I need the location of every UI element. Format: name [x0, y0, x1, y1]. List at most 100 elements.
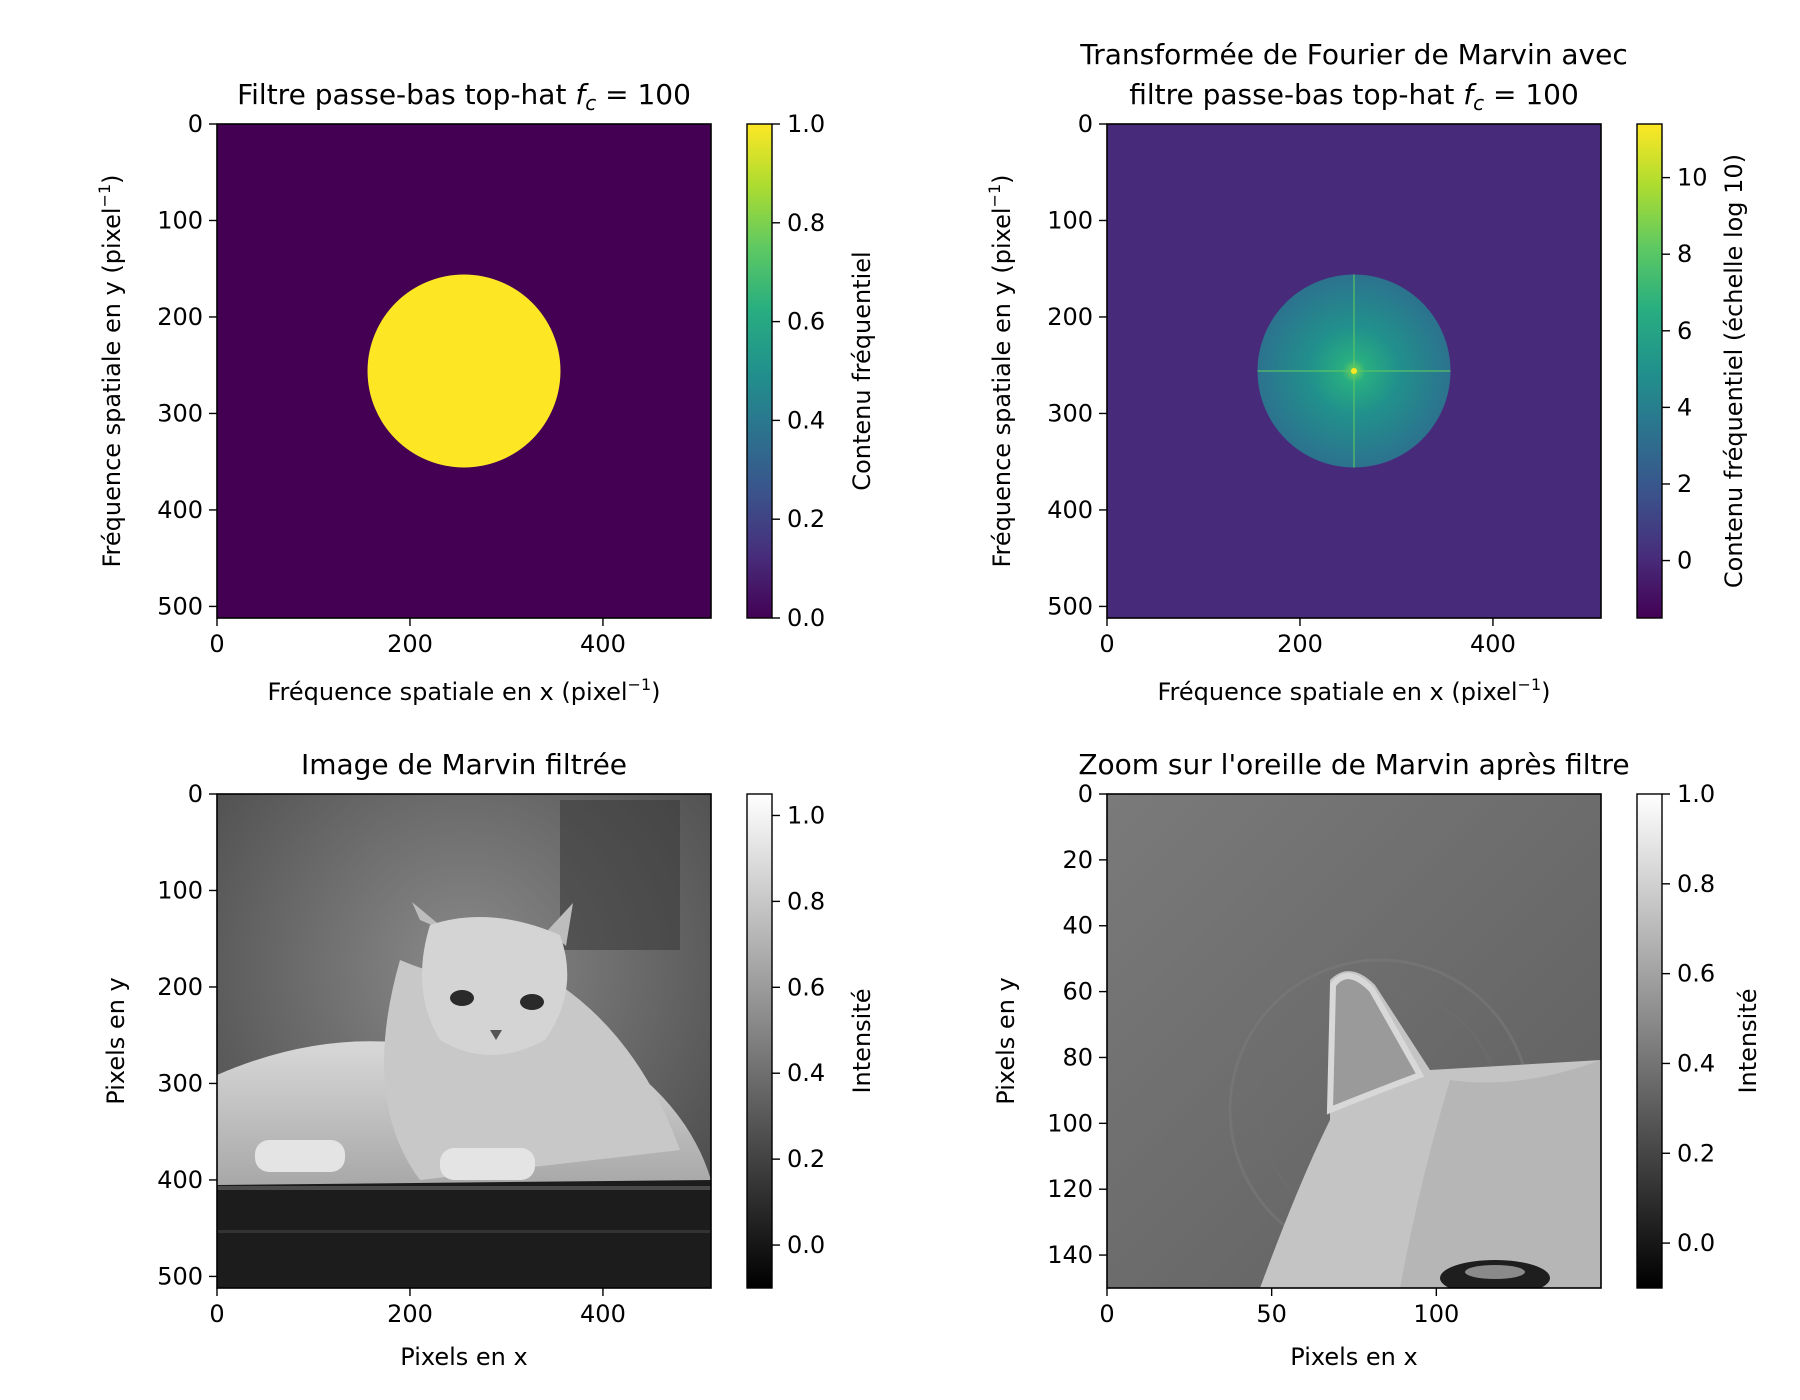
zoom-x-tick-label: 50	[1256, 1300, 1287, 1328]
spectrum-center-peak	[1351, 368, 1357, 374]
filtered-colorbar-tick-label: 0.6	[787, 973, 825, 1001]
filtered-colorbar-ticks: 0.0 0.2 0.4 0.6 0.8 1.0	[772, 801, 825, 1259]
filter-y-tick-label: 0	[188, 110, 203, 138]
spectrum-colorbar-tick-label: 4	[1677, 393, 1692, 421]
filter-x-ticks: 0 200 400	[209, 618, 626, 658]
spectrum-colorbar	[1636, 123, 1663, 619]
zoom-y-tick-label: 100	[1047, 1109, 1093, 1137]
panel-zoom: Zoom sur l'oreille de Marvin après filtr…	[992, 748, 1762, 1371]
spectrum-x-axis-label: Fréquence spatiale en x (pixel−1)	[1157, 675, 1550, 706]
filter-colorbar-ticks: 0.0 0.2 0.4 0.6 0.8 1.0	[772, 110, 825, 632]
filter-y-tick-label: 400	[157, 496, 203, 524]
spectrum-y-tick-label: 500	[1047, 592, 1093, 620]
spectrum-y-tick-label: 200	[1047, 303, 1093, 331]
filtered-colorbar-tick-label: 0.4	[787, 1059, 825, 1087]
filtered-cat-image	[217, 794, 711, 1288]
filter-colorbar-tick-label: 0.6	[787, 308, 825, 336]
zoom-x-ticks: 0 50 100	[1099, 1288, 1459, 1328]
zoom-title: Zoom sur l'oreille de Marvin après filtr…	[1078, 748, 1629, 781]
filtered-x-axis-label: Pixels en x	[400, 1343, 527, 1371]
spectrum-title-line1: Transformée de Fourier de Marvin avec	[1079, 38, 1628, 71]
spectrum-y-tick-label: 400	[1047, 496, 1093, 524]
filtered-colorbar-tick-label: 0.2	[787, 1145, 825, 1173]
filtered-x-ticks: 0 200 400	[209, 1288, 626, 1328]
zoom-y-tick-label: 80	[1062, 1043, 1093, 1071]
filtered-y-tick-label: 300	[157, 1069, 203, 1097]
spectrum-x-tick-label: 400	[1470, 630, 1516, 658]
filter-y-tick-label: 500	[157, 592, 203, 620]
filter-colorbar-tick-label: 0.4	[787, 406, 825, 434]
spectrum-y-ticks: 0 100 200 300 400 500	[1047, 110, 1107, 620]
spectrum-colorbar-label: Contenu fréquentiel (échelle log 10)	[1720, 154, 1748, 588]
spectrum-colorbar-tick-label: 0	[1677, 547, 1692, 575]
filter-colorbar	[746, 123, 773, 619]
panel-filtered: Image de Marvin filtrée 0 200 400 0 100 200 3…	[102, 748, 876, 1371]
filtered-y-axis-label: Pixels en y	[102, 977, 130, 1104]
zoom-x-axis-label: Pixels en x	[1290, 1343, 1417, 1371]
filter-disk	[367, 274, 561, 468]
zoom-colorbar-ticks: 0.0 0.2 0.4 0.6 0.8 1.0	[1662, 780, 1715, 1257]
filtered-y-tick-label: 0	[188, 780, 203, 808]
zoom-ear-image	[1107, 794, 1601, 1288]
zoom-y-tick-label: 60	[1062, 978, 1093, 1006]
filtered-y-tick-label: 200	[157, 973, 203, 1001]
zoom-y-tick-label: 140	[1047, 1241, 1093, 1269]
filtered-x-tick-label: 0	[209, 1300, 224, 1328]
filter-y-ticks: 0 100 200 300 400 500	[157, 110, 217, 620]
spectrum-title-line2: filtre passe-bas top-hat fc = 100	[1129, 78, 1579, 115]
filtered-colorbar-label: Intensité	[848, 988, 876, 1093]
filtered-axes-frame	[216, 793, 712, 1289]
spectrum-y-tick-label: 300	[1047, 399, 1093, 427]
spectrum-axes-frame	[1106, 123, 1602, 619]
zoom-colorbar-label: Intensité	[1734, 988, 1762, 1093]
zoom-colorbar-tick-label: 0.6	[1677, 960, 1715, 988]
zoom-colorbar	[1636, 793, 1663, 1289]
filtered-x-tick-label: 200	[387, 1300, 433, 1328]
zoom-x-tick-label: 0	[1099, 1300, 1114, 1328]
zoom-y-tick-label: 0	[1078, 780, 1093, 808]
spectrum-colorbar-tick-label: 10	[1677, 164, 1708, 192]
zoom-axes-frame	[1106, 793, 1602, 1289]
filter-x-tick-label: 0	[209, 630, 224, 658]
zoom-y-ticks: 0 20 40 60 80 100 120 140	[1047, 780, 1107, 1269]
spectrum-x-tick-label: 200	[1277, 630, 1323, 658]
filtered-colorbar-tick-label: 1.0	[787, 801, 825, 829]
spectrum-y-tick-label: 0	[1078, 110, 1093, 138]
spectrum-colorbar-ticks: 0 2 4 6 8 10	[1662, 164, 1708, 575]
filter-title: Filtre passe-bas top-hat fc = 100	[237, 78, 691, 115]
filtered-y-tick-label: 100	[157, 876, 203, 904]
zoom-y-tick-label: 20	[1062, 846, 1093, 874]
filtered-x-tick-label: 400	[580, 1300, 626, 1328]
filter-colorbar-tick-label: 0.0	[787, 604, 825, 632]
panel-spectrum: Transformée de Fourier de Marvin avec fi…	[985, 38, 1748, 706]
zoom-colorbar-tick-label: 1.0	[1677, 780, 1715, 808]
zoom-colorbar-tick-label: 0.2	[1677, 1139, 1715, 1167]
spectrum-colorbar-tick-label: 2	[1677, 470, 1692, 498]
filter-y-axis-label: Fréquence spatiale en y (pixel−1)	[95, 174, 126, 567]
filtered-title: Image de Marvin filtrée	[301, 748, 627, 781]
spectrum-y-axis-label: Fréquence spatiale en y (pixel−1)	[985, 174, 1016, 567]
filtered-y-tick-label: 500	[157, 1262, 203, 1290]
filtered-y-ticks: 0 100 200 300 400 500	[157, 780, 217, 1290]
zoom-y-axis-label: Pixels en y	[992, 977, 1020, 1104]
filtered-colorbar	[746, 793, 773, 1289]
panel-filter: Filtre passe-bas top-hat fc = 100 0 200 40…	[95, 78, 876, 706]
zoom-colorbar-tick-label: 0.0	[1677, 1229, 1715, 1257]
zoom-y-tick-label: 40	[1062, 912, 1093, 940]
filter-axes-frame	[216, 123, 712, 619]
filter-x-axis-label: Fréquence spatiale en x (pixel−1)	[267, 675, 660, 706]
spectrum-x-tick-label: 0	[1099, 630, 1114, 658]
spectrum-colorbar-tick-label: 6	[1677, 317, 1692, 345]
filter-y-tick-label: 200	[157, 303, 203, 331]
filtered-colorbar-tick-label: 0.8	[787, 887, 825, 915]
spectrum-y-tick-label: 100	[1047, 206, 1093, 234]
filter-y-tick-label: 100	[157, 206, 203, 234]
filter-colorbar-tick-label: 0.8	[787, 209, 825, 237]
filter-colorbar-tick-label: 0.2	[787, 505, 825, 533]
filter-x-tick-label: 200	[387, 630, 433, 658]
spectrum-colorbar-tick-label: 8	[1677, 240, 1692, 268]
zoom-x-tick-label: 100	[1413, 1300, 1459, 1328]
filtered-colorbar-tick-label: 0.0	[787, 1231, 825, 1259]
zoom-y-tick-label: 120	[1047, 1175, 1093, 1203]
